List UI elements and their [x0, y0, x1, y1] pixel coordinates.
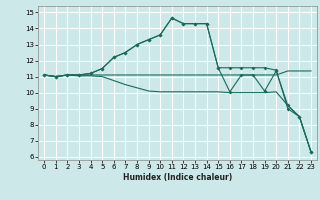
X-axis label: Humidex (Indice chaleur): Humidex (Indice chaleur)	[123, 173, 232, 182]
